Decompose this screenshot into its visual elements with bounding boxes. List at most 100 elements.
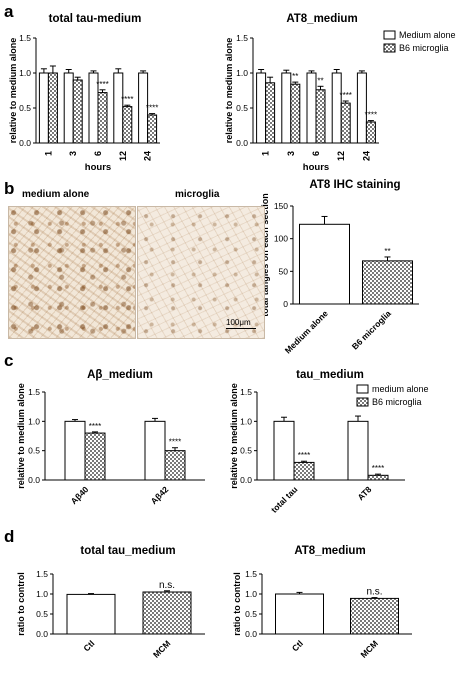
x-tick-label: Medium alone (283, 308, 330, 355)
scale-bar-label: 100μm (226, 318, 251, 327)
x-tick-label: 24 (361, 151, 371, 161)
y-tick-label: 1.0 (236, 68, 248, 78)
y-tick-label: 0.5 (240, 446, 252, 456)
bar (164, 450, 186, 481)
x-axis-label: hours (85, 162, 111, 173)
significance-label: ** (292, 72, 298, 81)
y-tick-label: 1.5 (245, 569, 257, 579)
bar (66, 593, 116, 635)
y-tick-label: 0.0 (236, 138, 248, 148)
x-tick-label: 24 (143, 151, 153, 161)
y-axis-label: relative to medium alone (8, 38, 18, 144)
legend-swatch (356, 397, 369, 407)
chart-title: Aβ_medium (87, 369, 153, 381)
y-tick-label: 1.0 (36, 589, 48, 599)
y-tick-label: 0.0 (245, 629, 257, 639)
bar (38, 72, 49, 144)
y-tick-label: 150 (274, 201, 288, 211)
y-tick-label: 0.5 (19, 103, 31, 113)
x-tick-label: AT8 (355, 484, 373, 502)
significance-label: n.s. (366, 587, 382, 598)
chart-title: tau_medium (296, 369, 364, 381)
y-axis-label: total tangles on each section (260, 193, 270, 317)
x-tick-label: 3 (68, 151, 78, 156)
legend-swatch (383, 30, 396, 40)
x-tick-label: MCM (151, 638, 172, 659)
significance-label: n.s. (159, 580, 175, 591)
bar (147, 114, 158, 144)
significance-label: **** (96, 80, 108, 89)
bar (293, 461, 315, 481)
y-tick-label: 1.5 (28, 387, 40, 397)
y-tick-label: 0.5 (28, 446, 40, 456)
image-label-medium-alone: medium alone (22, 189, 90, 200)
y-tick-label: 1.0 (28, 416, 40, 426)
y-axis-label: relative to medium alone (224, 38, 234, 144)
x-tick-label: MCM (358, 638, 379, 659)
y-tick-label: 1.5 (36, 569, 48, 579)
bar (340, 102, 351, 144)
bar (63, 72, 74, 144)
legend-swatch (356, 384, 369, 394)
bar (64, 420, 86, 481)
significance-label: ** (317, 76, 323, 85)
chart-title: AT8 IHC staining (309, 179, 400, 191)
significance-label: **** (339, 91, 351, 100)
legend-label: B6 microglia (399, 43, 449, 53)
x-tick-label: 1 (43, 151, 53, 156)
bar (275, 593, 324, 635)
significance-label: **** (146, 104, 158, 113)
panel-label-c: c (4, 351, 13, 370)
bar (144, 420, 166, 481)
bar (331, 72, 342, 144)
x-tick-label: Ctl (290, 638, 305, 653)
x-tick-label: 3 (286, 151, 296, 156)
y-axis-label: ratio to control (16, 572, 26, 636)
x-tick-label: 12 (118, 151, 128, 161)
legend-swatch (383, 43, 396, 53)
bar (265, 82, 276, 144)
bar (367, 474, 389, 481)
y-tick-label: 1.5 (19, 33, 31, 43)
legend-label: medium alone (372, 384, 429, 394)
y-tick-label: 0.0 (19, 138, 31, 148)
y-axis-label: ratio to control (232, 572, 242, 636)
bar (350, 597, 399, 635)
bar (122, 106, 133, 144)
y-tick-label: 1.0 (240, 416, 252, 426)
micrograph-medium-alone (8, 206, 136, 339)
chart-title: total tau_medium (80, 545, 175, 557)
x-tick-label: Ctl (81, 638, 96, 653)
panel-label-d: d (4, 527, 14, 546)
bar (256, 72, 267, 144)
bar (315, 89, 326, 144)
bar (113, 72, 124, 144)
y-tick-label: 50 (279, 266, 289, 276)
micrograph-microglia (137, 206, 265, 339)
bar (356, 72, 367, 144)
y-tick-label: 1.5 (236, 33, 248, 43)
significance-label: **** (298, 451, 310, 460)
significance-label: **** (372, 464, 384, 473)
significance-label: **** (365, 111, 377, 120)
bar (142, 591, 192, 635)
bar (281, 72, 292, 144)
x-tick-label: 1 (261, 151, 271, 156)
image-label-microglia: microglia (175, 189, 220, 200)
y-tick-label: 0.5 (245, 609, 257, 619)
x-tick-label: Aβ40 (69, 484, 91, 506)
bar (306, 72, 317, 144)
panel-label-a: a (4, 2, 14, 21)
bar (362, 260, 413, 305)
x-tick-label: Aβ42 (149, 484, 171, 506)
chart-title: AT8_medium (286, 13, 357, 25)
y-tick-label: 0 (283, 299, 288, 309)
significance-label: ** (384, 247, 390, 256)
chart-title: total tau-medium (49, 13, 142, 25)
y-axis-label: relative to medium alone (229, 383, 239, 489)
x-tick-label: 12 (336, 151, 346, 161)
y-tick-label: 0.0 (28, 475, 40, 485)
chart-title: AT8_medium (294, 545, 365, 557)
bar (290, 83, 301, 144)
